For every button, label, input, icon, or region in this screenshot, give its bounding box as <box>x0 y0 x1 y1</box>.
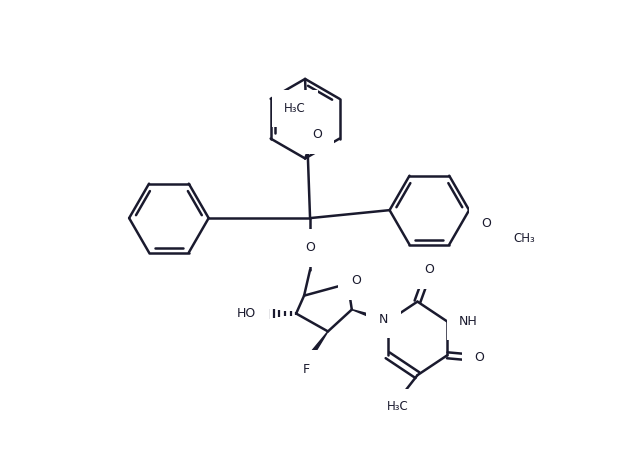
Text: O: O <box>305 242 315 254</box>
Text: F: F <box>303 363 310 376</box>
Text: HO: HO <box>237 307 257 320</box>
Text: O: O <box>424 263 435 276</box>
Text: O: O <box>351 274 361 287</box>
Text: O: O <box>312 128 322 141</box>
Text: H₃C: H₃C <box>387 400 408 414</box>
Text: CH₃: CH₃ <box>514 233 536 245</box>
Text: O: O <box>481 217 491 229</box>
Text: N: N <box>379 313 388 326</box>
Polygon shape <box>306 331 328 360</box>
Text: O: O <box>474 351 484 364</box>
Text: H₃C: H₃C <box>284 102 306 115</box>
Text: NH: NH <box>459 315 478 328</box>
Polygon shape <box>352 310 388 324</box>
